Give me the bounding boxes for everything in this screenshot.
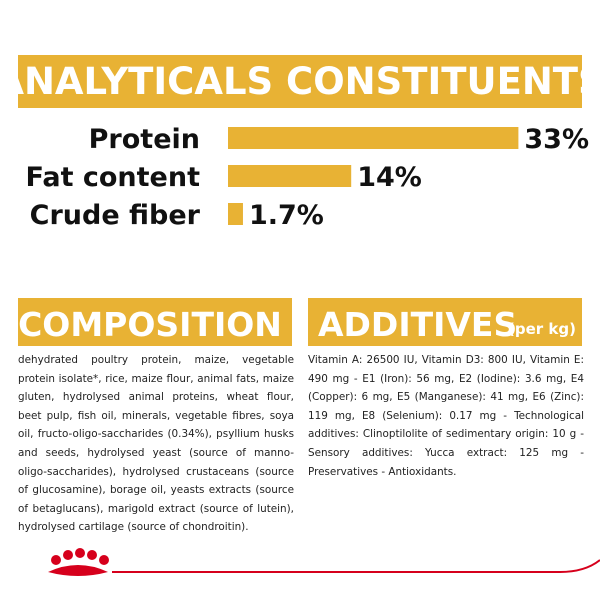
composition-title: COMPOSITION <box>18 305 282 344</box>
chart-title: ANALYTICALS CONSTITUENTS <box>0 60 600 103</box>
additives-unit: (per kg) <box>508 320 576 338</box>
additives-text: Vitamin A: 26500 IU, Vitamin D3: 800 IU,… <box>308 354 584 478</box>
value-label: 14% <box>357 162 422 193</box>
category-label: Protein <box>89 124 200 155</box>
title-banner <box>18 55 582 108</box>
composition-text: dehydrated poultry protein, maize, veget… <box>18 354 294 534</box>
category-label: Fat content <box>25 162 200 193</box>
red-line <box>112 559 600 573</box>
bar <box>228 203 243 225</box>
additives-title: ADDITIVES <box>318 305 517 344</box>
category-label: Crude fiber <box>30 200 201 231</box>
bar <box>228 127 519 149</box>
additives-banner <box>308 298 582 346</box>
value-label: 1.7% <box>249 200 324 231</box>
logo <box>48 548 109 576</box>
bar <box>228 165 352 187</box>
composition-banner <box>18 298 292 346</box>
value-label: 33% <box>524 124 589 155</box>
